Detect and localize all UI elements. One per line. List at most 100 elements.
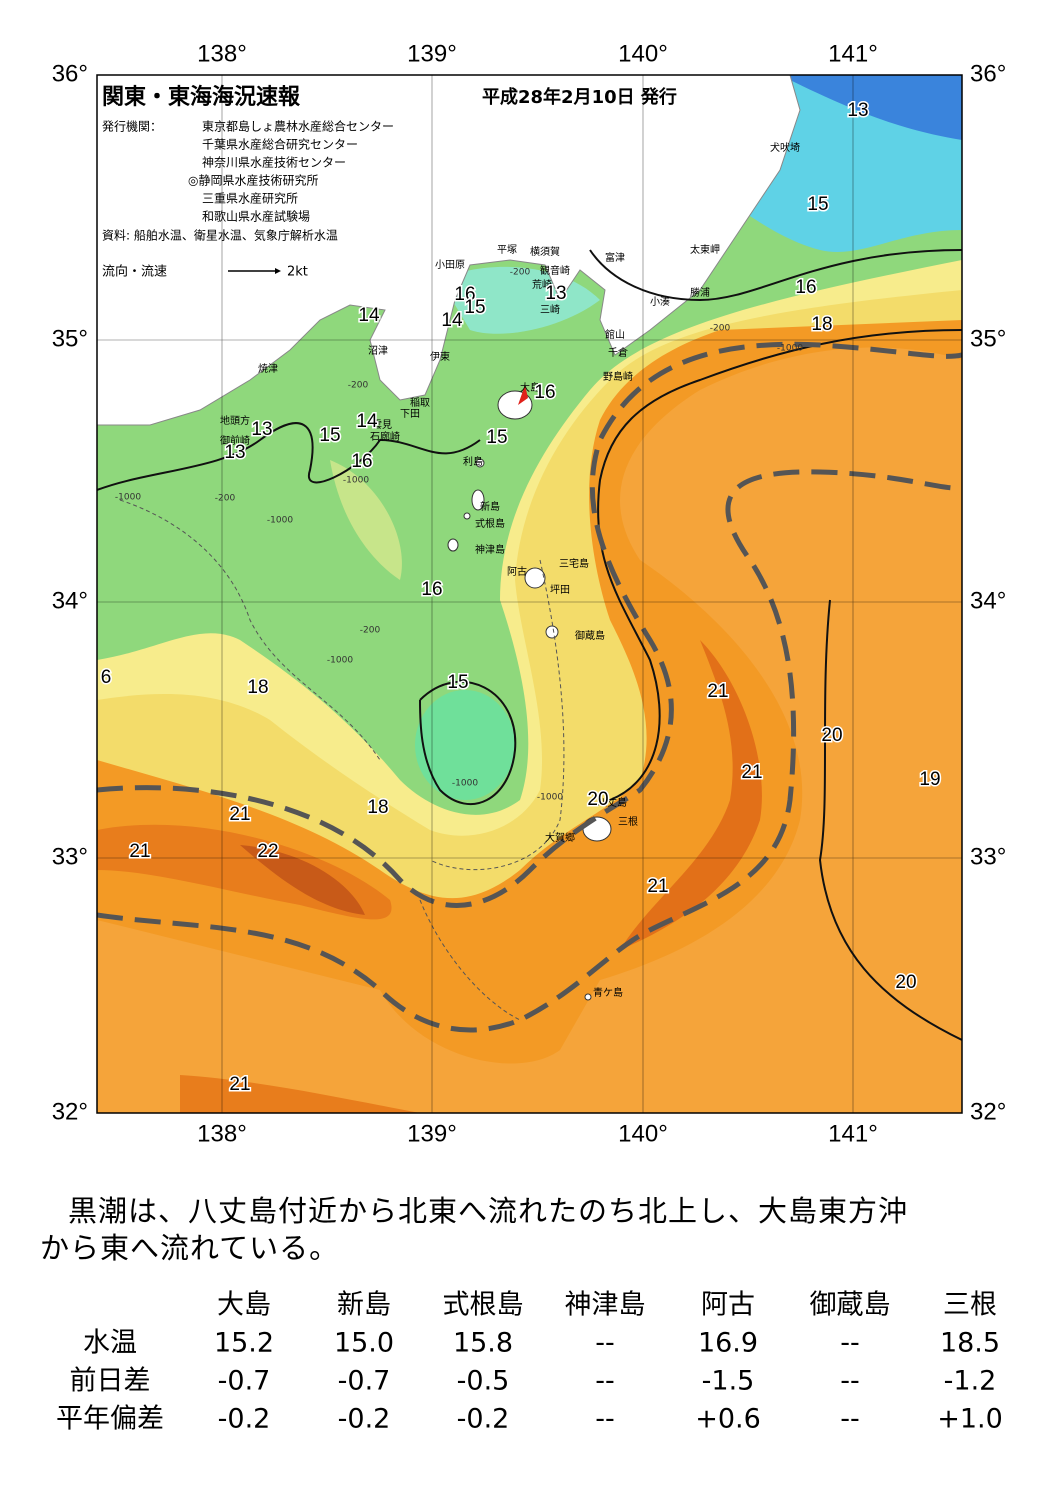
temperature-label: 16	[454, 284, 475, 305]
place-name: 八丈島	[597, 796, 627, 809]
lon-label: 141°	[828, 1120, 878, 1147]
isobaths	[119, 499, 565, 1021]
depth-label: -1000	[115, 493, 141, 503]
table-cell: -0.7	[218, 1366, 271, 1397]
table-cell: --	[840, 1366, 860, 1397]
place-name: 新島	[480, 500, 500, 513]
place-name: 地頭方	[220, 414, 250, 427]
table-cell: -0.2	[218, 1404, 271, 1435]
place-name: 御前崎	[220, 434, 250, 447]
table-cell: 18.5	[940, 1328, 1000, 1359]
depth-label: -1000	[343, 476, 369, 486]
kuroshio-path	[97, 341, 962, 908]
place-name: 館山	[605, 328, 625, 341]
flow-label: 流向・流速	[102, 264, 167, 280]
place-name: 下田	[400, 409, 420, 420]
place-name: 千倉	[608, 346, 628, 359]
temperature-label: 6	[101, 667, 112, 688]
flow-scale-head	[275, 268, 281, 274]
temperature-label: 16	[534, 382, 555, 403]
lon-label: 139°	[407, 1120, 457, 1147]
temperature-label: 20	[587, 789, 608, 810]
column-header: 御蔵島	[810, 1290, 891, 1321]
depth-label: -200	[215, 494, 236, 504]
depth-label: -1000	[777, 344, 803, 354]
place-name: 坪田	[550, 583, 570, 596]
lat-label: 36°	[970, 60, 1006, 87]
temperature-label: 14	[358, 305, 380, 326]
flow-unit: 2kt	[287, 265, 308, 280]
issue-date: 平成28年2月10日 発行	[482, 86, 677, 108]
table-cell: 15.8	[453, 1328, 513, 1359]
place-name: 大賀郷	[545, 831, 575, 844]
temperature-label: 15	[807, 194, 828, 215]
place-name: 小湊	[650, 295, 670, 308]
depth-label: -1000	[452, 779, 478, 789]
lat-label: 35°	[52, 325, 88, 352]
place-name: 三根	[618, 815, 638, 828]
column-header: 三根	[943, 1290, 997, 1321]
place-name: 荒崎	[532, 278, 552, 291]
temperature-label: 20	[821, 725, 842, 746]
place-name: 伊東	[430, 350, 450, 363]
publisher-label: 発行機関：	[102, 119, 162, 134]
place-name: 稲取	[410, 397, 430, 409]
lon-label: 140°	[618, 1120, 668, 1147]
place-name: 青ケ島	[593, 986, 623, 999]
temperature-label: 21	[229, 804, 250, 825]
table-cell: 15.0	[334, 1328, 394, 1359]
temperature-label: 13	[251, 419, 272, 440]
column-header: 新島	[337, 1290, 391, 1321]
depth-label: -1000	[267, 516, 293, 526]
source: 資料: 船舶水温、衛星水温、気象庁解析水温	[102, 228, 338, 243]
place-name: 小田原	[435, 259, 465, 271]
row-label: 水温	[83, 1328, 137, 1359]
temperature-label: 15	[447, 672, 468, 693]
place-name: 焼津	[258, 363, 278, 375]
column-header: 神津島	[565, 1290, 646, 1321]
flow-arrow	[518, 385, 528, 405]
warm-core	[240, 845, 365, 915]
place-name: 三宅島	[559, 557, 589, 570]
land	[97, 75, 801, 426]
publisher: 和歌山県水産試験場	[202, 209, 310, 224]
table-cell: +1.0	[937, 1404, 1003, 1435]
temperature-label: 13	[545, 283, 566, 304]
temperature-label: 21	[129, 841, 150, 862]
temperature-label: 15	[464, 297, 485, 318]
table-cell: -0.5	[457, 1366, 510, 1397]
contours	[97, 249, 962, 1041]
table-cell: -1.5	[702, 1366, 755, 1397]
temperature-label: 18	[247, 677, 268, 698]
place-name: 式根島	[475, 517, 505, 530]
table-cell: --	[595, 1404, 615, 1435]
row-label: 平年偏差	[56, 1404, 164, 1435]
table-cell: -0.2	[457, 1404, 510, 1435]
place-name: 阿古	[507, 565, 527, 578]
publisher: 三重県水産研究所	[202, 191, 298, 206]
publisher: 神奈川県水産技術センター	[202, 155, 346, 170]
lat-label: 36°	[52, 60, 88, 87]
depth-label: -200	[710, 324, 731, 334]
table-cell: -1.2	[944, 1366, 997, 1397]
table-cell: --	[840, 1404, 860, 1435]
map-area	[97, 75, 962, 1113]
lon-label: 141°	[828, 40, 878, 67]
lat-label: 35°	[970, 325, 1006, 352]
sea-cool-light	[330, 460, 402, 580]
table-cell: --	[840, 1328, 860, 1359]
caption-line: から東へ流れている。	[40, 1231, 339, 1265]
place-name: 利島	[463, 455, 483, 468]
temperature-label: 15	[319, 425, 340, 446]
depth-label: -200	[510, 268, 531, 278]
table-cell: --	[595, 1366, 615, 1397]
lon-label: 140°	[618, 40, 668, 67]
table-cell: --	[595, 1328, 615, 1359]
islands	[447, 390, 612, 1001]
map-title: 関東・東海海況速報	[102, 84, 301, 110]
caption-line: 黒潮は、八丈島付近から北東へ流れたのち北上し、大島東方沖	[68, 1194, 908, 1228]
table-cell: 16.9	[698, 1328, 758, 1359]
place-name: 横須賀	[530, 245, 560, 258]
kuroshio-path	[97, 469, 962, 1033]
